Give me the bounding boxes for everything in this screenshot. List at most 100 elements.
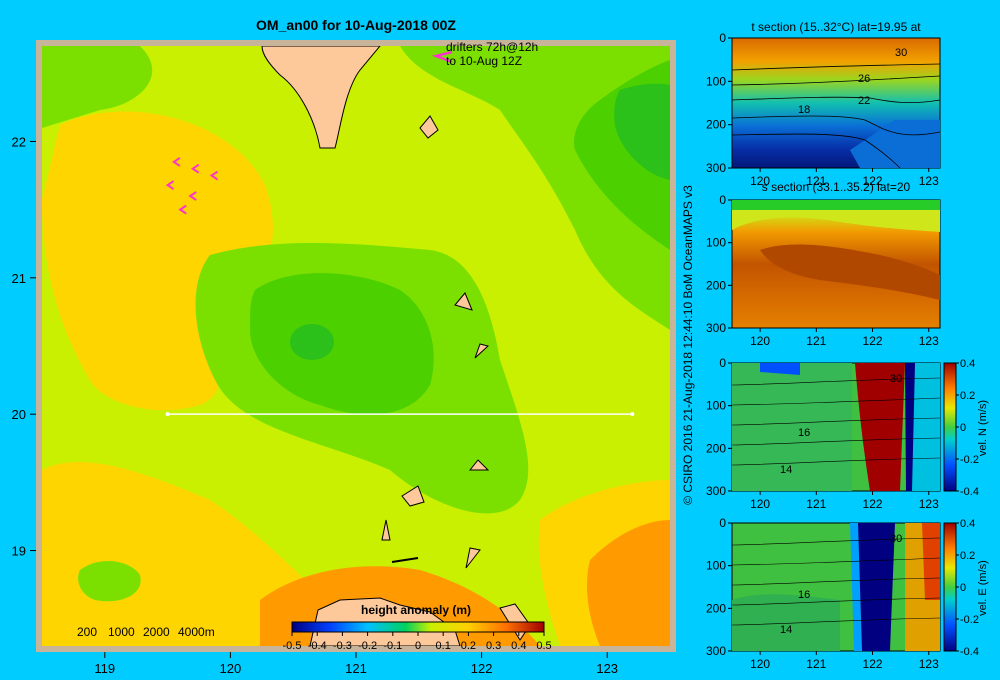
vn-section-x-tick-label-123: 123 [919,497,939,511]
colorbar-tick-label-4: -0.1 [383,640,402,652]
anomaly-field [42,46,670,646]
colorbar-tick-label-9: 0.4 [511,640,526,652]
ve-section-y-tick-label-0: 0 [719,516,726,530]
drifter-track-3 [165,180,175,190]
colorbar-label: height anomaly (m) [361,603,471,617]
credit-text: © CSIRO 2016 21-Aug-2018 12:44:10 BoM Oc… [681,185,695,505]
depth-legend-200: 200 [77,625,97,639]
vn-section-y-tick-label-300: 300 [706,484,726,498]
section-line-end [630,412,635,417]
vn-section-label-16: 16 [798,427,810,439]
colorbar-tick-label-1: -0.4 [308,640,327,652]
s-section-x-tick-label-120: 120 [750,334,770,348]
vn-colorbar-label: vel. N (m/s) [977,400,989,456]
map-x-ticks: 119 120 121 122 123 [94,652,618,676]
colorbar-tick-label-0: -0.5 [283,640,302,652]
ve-section-x-tick-label-123: 123 [919,657,939,671]
colorbar-gradient [291,621,545,633]
t-section-warm-intrusion [850,120,940,168]
anomaly-region-ne-core [614,83,670,180]
colorbar-ticks: -0.5 -0.4 -0.3 -0.2 -0.1 0 0.1 0.2 0.3 0.4 0.5 [283,632,552,652]
island-line [391,557,419,563]
vn-section-label-30: 30 [890,373,902,385]
t-section-label-18: 18 [798,104,810,116]
vn-colorbar [943,362,957,492]
drifter-track-2 [209,170,219,181]
vn-section-contours [731,377,941,466]
vn-section-y-tick-label-100: 100 [706,399,726,413]
ve-section-label-30: 30 [890,533,902,545]
colorbar-tick-label-6: 0.1 [436,640,451,652]
island-north [419,115,439,139]
ve-section-east-core [922,523,940,600]
map-y-tick-label-19: 19 [12,544,26,559]
drifter-track-1 [190,163,200,174]
s-section-panel [731,199,941,329]
drifter-legend-line1: drifters 72h@12h [446,40,538,54]
ve-section-y-tick-label-300: 300 [706,644,726,658]
ve-section-x-tick-label-121: 121 [806,657,826,671]
map-x-tick-label-123: 123 [596,661,618,676]
anomaly-region-se-core [587,520,670,646]
section-line-start [165,412,170,417]
vn-section-cbar-tick-label-4: -0.4 [960,486,979,498]
t-section-y-tick-label-100: 100 [706,74,726,88]
ve-section-y-tick-label-100: 100 [706,559,726,573]
ve-colorbar-ticks: 0.4 0.2 0 -0.2 -0.4 [956,518,979,658]
island-small-2 [381,519,391,541]
s-section-title: s section (33.1..35.2) lat=20 [762,180,911,194]
drifter-track-0 [172,157,181,167]
s-section-max-core [760,244,940,300]
ve-section-cbar-tick-label-0: 0.4 [960,518,975,530]
ve-section-cbar-tick-label-1: 0.2 [960,550,975,562]
depth-legend: 200 1000 2000 4000m [77,625,215,639]
ve-section-panel: 30 16 14 0.4 0.2 0 -0.2 -0.4 vel. E (m/s) [731,518,989,658]
vn-section-x-tick-label-121: 121 [806,497,826,511]
vn-section-y-tick-label-200: 200 [706,441,726,455]
anomaly-region-nw-green [42,46,153,128]
anomaly-region-eddy-low [250,273,434,415]
vn-section-cbar-tick-label-1: 0.2 [960,390,975,402]
drifter-track-4 [188,191,197,201]
map-x-tick-label-119: 119 [94,661,115,676]
s-section-y-tick-label-300: 300 [706,321,726,335]
s-section-upper-band [732,210,940,232]
ve-section-westward-edge [850,523,862,651]
drifter-track-5 [178,204,187,215]
drifter-legend-line2: to 10-Aug 12Z [446,54,522,68]
vn-section-x-tick-label-120: 120 [750,497,770,511]
map-x-tick-label-122: 122 [471,661,493,676]
map-y-ticks: 22 21 20 19 [12,134,36,559]
t-section-label-30: 30 [895,47,907,59]
s-section-y-tick-label-0: 0 [719,193,726,207]
map-x-tick-label-121: 121 [345,661,367,676]
drifter-tracks [165,157,219,215]
ve-section-x-tick-label-122: 122 [863,657,883,671]
s-section-surface-band [732,200,940,210]
colorbar-tick-label-10: 0.5 [536,640,551,652]
anomaly-region-sw-green [78,560,141,602]
s-section-y-tick-label-100: 100 [706,236,726,250]
t-section-label-26: 26 [858,73,870,85]
ve-section-cbar-tick-label-4: -0.4 [960,646,979,658]
island-babuyan [468,459,490,471]
s-section-y-tick-label-200: 200 [706,278,726,292]
s-section-x-tick-label-123: 123 [919,334,939,348]
s-section-x-tick-label-122: 122 [863,334,883,348]
depth-legend-4000m: 4000m [178,625,215,639]
ve-section-cbar-tick-label-3: -0.2 [960,614,979,626]
vn-section-cbar-tick-label-2: 0 [960,422,966,434]
map-title: OM_an00 for 10-Aug-2018 00Z [256,17,456,33]
t-section-panel: 30 26 22 18 [731,37,941,169]
map-x-tick-label-120: 120 [220,661,242,676]
vn-section-panel: 30 16 14 0.4 0.2 0 -0.2 -0.4 vel. N (m/s) [731,358,989,498]
colorbar: height anomaly (m) -0.5 -0.4 -0.3 -0.2 -0.1 0… [283,603,552,652]
vn-section-x-tick-label-122: 122 [863,497,883,511]
ve-section-deep-west [732,594,840,651]
taiwan-land [261,46,381,149]
vn-section-y-tick-label-0: 0 [719,356,726,370]
vn-section-label-14: 14 [780,464,792,476]
ve-section-contours [731,537,941,626]
